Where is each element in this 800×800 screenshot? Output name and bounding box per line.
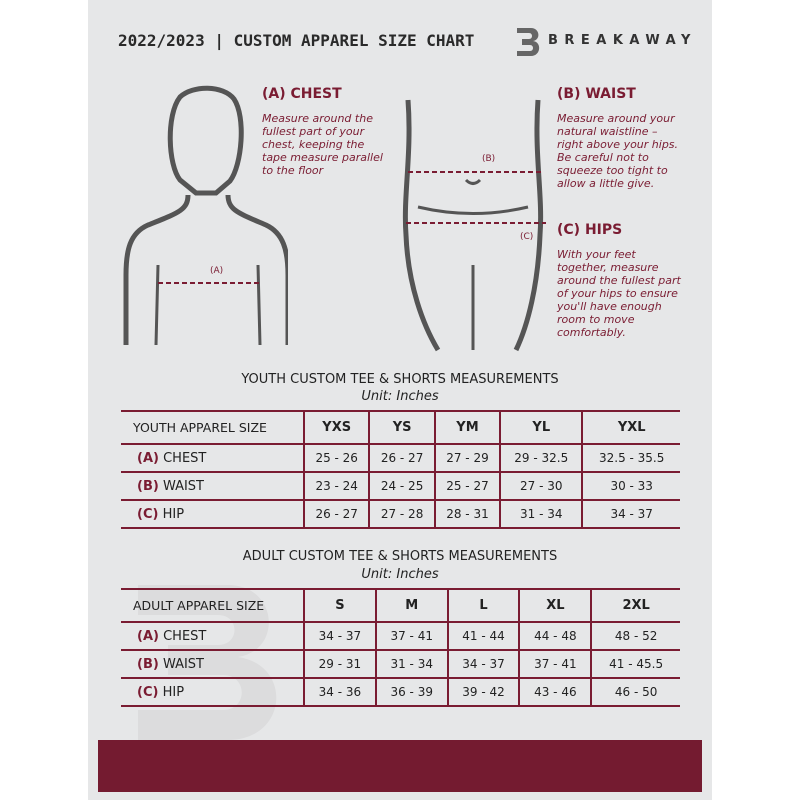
cell: 43 - 46 bbox=[518, 677, 592, 707]
cell: 34 - 37 bbox=[446, 649, 520, 679]
cell: 34 - 37 bbox=[581, 499, 680, 529]
table-row: (B) WAIST 29 - 31 31 - 34 34 - 37 37 - 41 41 … bbox=[121, 649, 680, 679]
hips-heading: (C) HIPS bbox=[557, 222, 623, 238]
cell: 26 - 27 bbox=[302, 499, 370, 529]
cell: 28 - 31 bbox=[433, 499, 501, 529]
cell: 37 - 41 bbox=[374, 621, 448, 651]
table-header-row: YOUTH APPAREL SIZE YXS YS YM YL YXL bbox=[121, 410, 680, 445]
hips-description: With your feet together, measure around … bbox=[557, 248, 681, 339]
row-letter: (A) bbox=[137, 628, 159, 644]
size-col: M bbox=[374, 588, 448, 623]
upper-body-figure bbox=[123, 85, 288, 346]
waist-heading: (B) WAIST bbox=[557, 86, 636, 102]
row-label: HIP bbox=[162, 684, 185, 700]
size-col: YL bbox=[499, 410, 583, 445]
row-letter: (C) bbox=[137, 506, 159, 522]
cell: 32.5 - 35.5 bbox=[581, 443, 680, 473]
row-letter: (A) bbox=[137, 450, 159, 466]
size-col: YS bbox=[368, 410, 435, 445]
adult-unit: Unit: Inches bbox=[361, 567, 439, 582]
cell: 25 - 26 bbox=[302, 443, 370, 473]
size-col: YM bbox=[433, 410, 501, 445]
adult-size-table: ADULT APPAREL SIZE S M L XL 2XL (A) CHES… bbox=[121, 588, 680, 707]
row-letter: (B) bbox=[137, 478, 159, 494]
cell: 31 - 34 bbox=[374, 649, 448, 679]
waist-marker: (B) bbox=[482, 154, 496, 164]
cell: 46 - 50 bbox=[590, 677, 680, 707]
size-col: YXL bbox=[581, 410, 680, 445]
brand-name: BREAKAWAY bbox=[548, 33, 697, 48]
chest-marker: (A) bbox=[210, 266, 224, 276]
size-col: L bbox=[446, 588, 520, 623]
cell: 41 - 45.5 bbox=[590, 649, 680, 679]
cell: 48 - 52 bbox=[590, 621, 680, 651]
cell: 30 - 33 bbox=[581, 471, 680, 501]
waist-description: Measure around your natural waistline – … bbox=[557, 112, 679, 190]
row-label: HIP bbox=[162, 506, 185, 522]
torso-figure bbox=[402, 99, 546, 352]
table-row: (C) HIP 34 - 36 36 - 39 39 - 42 43 - 46 46 - … bbox=[121, 677, 680, 707]
table-header-row: ADULT APPAREL SIZE S M L XL 2XL bbox=[121, 588, 680, 623]
size-chart-page: 2022/2023 | CUSTOM APPAREL SIZE CHART BR… bbox=[88, 0, 712, 800]
cell: 26 - 27 bbox=[368, 443, 435, 473]
cell: 27 - 29 bbox=[433, 443, 501, 473]
cell: 36 - 39 bbox=[374, 677, 448, 707]
row-label: CHEST bbox=[163, 450, 207, 466]
footer-band bbox=[98, 740, 702, 792]
table-row: (C) HIP 26 - 27 27 - 28 28 - 31 31 - 34 34 - … bbox=[121, 499, 680, 529]
page-title: 2022/2023 | CUSTOM APPAREL SIZE CHART bbox=[118, 31, 475, 50]
cell: 27 - 30 bbox=[499, 471, 583, 501]
cell: 29 - 31 bbox=[303, 649, 376, 679]
chest-description: Measure around the fullest part of your … bbox=[262, 112, 383, 177]
cell: 34 - 37 bbox=[303, 621, 376, 651]
size-col: XL bbox=[518, 588, 592, 623]
table-row: (B) WAIST 23 - 24 24 - 25 25 - 27 27 - 30 30 … bbox=[121, 471, 680, 501]
row-label: WAIST bbox=[162, 656, 205, 672]
size-col: 2XL bbox=[590, 588, 680, 623]
table-row: (A) CHEST 25 - 26 26 - 27 27 - 29 29 - 32.5 3… bbox=[121, 443, 680, 473]
cell: 24 - 25 bbox=[368, 471, 435, 501]
row-label: CHEST bbox=[163, 628, 207, 644]
hips-marker: (C) bbox=[520, 232, 534, 242]
row-letter: (C) bbox=[137, 684, 159, 700]
cell: 37 - 41 bbox=[518, 649, 592, 679]
table-row: (A) CHEST 34 - 37 37 - 41 41 - 44 44 - 48 48 … bbox=[121, 621, 680, 651]
row-label: WAIST bbox=[162, 478, 205, 494]
cell: 39 - 42 bbox=[446, 677, 520, 707]
size-header: YOUTH APPAREL SIZE bbox=[121, 410, 304, 445]
chest-heading: (A) CHEST bbox=[262, 86, 342, 102]
cell: 44 - 48 bbox=[518, 621, 592, 651]
breakaway-logo-icon bbox=[517, 28, 540, 56]
cell: 25 - 27 bbox=[433, 471, 501, 501]
cell: 34 - 36 bbox=[303, 677, 376, 707]
adult-table-title: ADULT CUSTOM TEE & SHORTS MEASUREMENTS bbox=[242, 549, 558, 564]
youth-unit: Unit: Inches bbox=[361, 389, 439, 404]
size-col: S bbox=[303, 588, 376, 623]
cell: 29 - 32.5 bbox=[499, 443, 583, 473]
size-col: YXS bbox=[302, 410, 370, 445]
row-letter: (B) bbox=[137, 656, 159, 672]
cell: 23 - 24 bbox=[302, 471, 370, 501]
youth-table-title: YOUTH CUSTOM TEE & SHORTS MEASUREMENTS bbox=[241, 372, 559, 387]
cell: 41 - 44 bbox=[446, 621, 520, 651]
youth-size-table: YOUTH APPAREL SIZE YXS YS YM YL YXL (A) … bbox=[121, 410, 680, 529]
cell: 31 - 34 bbox=[499, 499, 583, 529]
size-header: ADULT APPAREL SIZE bbox=[121, 588, 304, 623]
cell: 27 - 28 bbox=[368, 499, 435, 529]
